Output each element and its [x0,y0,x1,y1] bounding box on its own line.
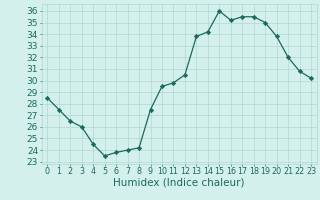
X-axis label: Humidex (Indice chaleur): Humidex (Indice chaleur) [114,178,245,188]
